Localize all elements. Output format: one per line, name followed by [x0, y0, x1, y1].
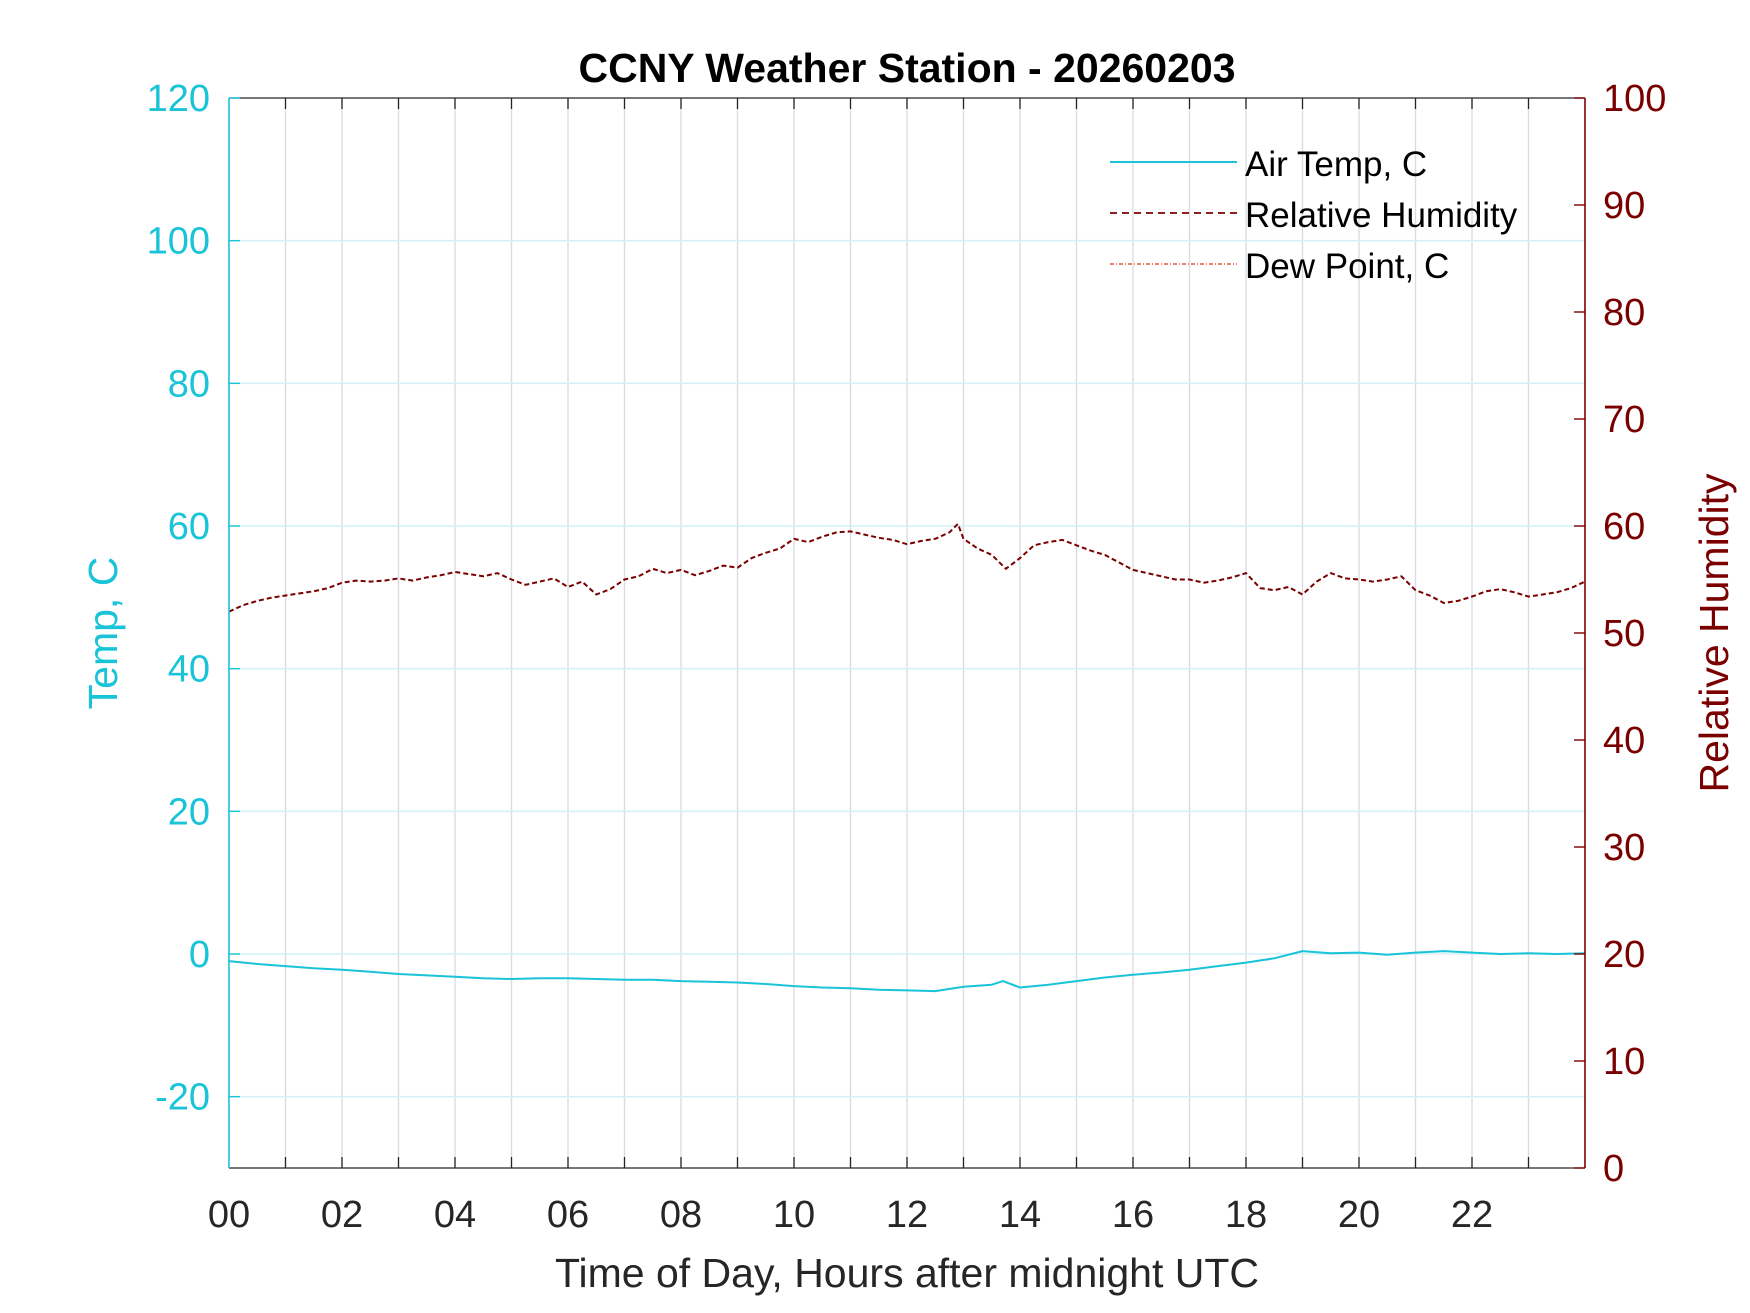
- left-y-tick-label: 80: [168, 363, 210, 405]
- grid-lines: [229, 98, 1585, 1168]
- x-tick-label: 08: [660, 1194, 702, 1236]
- x-tick-label: 00: [208, 1194, 250, 1236]
- legend-label-humidity: Relative Humidity: [1245, 196, 1518, 235]
- left-y-tick-label: 20: [168, 791, 210, 833]
- legend-label-dewpoint: Dew Point, C: [1245, 247, 1449, 286]
- x-tick-label: 12: [886, 1194, 928, 1236]
- x-tick-label: 04: [434, 1194, 476, 1236]
- right-y-tick-label: 70: [1603, 399, 1645, 441]
- right-y-tick-label: 0: [1603, 1148, 1624, 1190]
- right-y-tick-label: 100: [1603, 78, 1666, 120]
- right-y-tick-label: 40: [1603, 720, 1645, 762]
- series-line-relative-humidity: [228, 522, 1586, 613]
- legend-label-temp: Air Temp, C: [1245, 145, 1427, 184]
- right-y-tick-label: 30: [1603, 827, 1645, 869]
- left-y-tick-label: 60: [168, 506, 210, 548]
- chart-title: CCNY Weather Station - 20260203: [578, 45, 1235, 91]
- left-y-tick-label: 120: [147, 78, 210, 120]
- x-tick-label: 14: [999, 1194, 1041, 1236]
- axis-ticks: 00 02 04 06 08 10 12 14 16 18 20 22-200204060801001…: [147, 78, 1667, 1236]
- x-tick-label: 16: [1112, 1194, 1154, 1236]
- left-y-tick-label: 40: [168, 649, 210, 691]
- x-tick-label: 02: [321, 1194, 363, 1236]
- right-y-tick-label: 60: [1603, 506, 1645, 548]
- x-tick-label: 18: [1225, 1194, 1267, 1236]
- x-tick-label: 06: [547, 1194, 589, 1236]
- left-y-tick-label: -20: [155, 1077, 210, 1119]
- left-y-tick-label: 100: [147, 221, 210, 263]
- x-tick-label: 20: [1338, 1194, 1380, 1236]
- left-y-axis-label: Temp, C: [80, 557, 126, 710]
- series-lines: [228, 522, 1586, 993]
- x-axis-label: Time of Day, Hours after midnight UTC: [555, 1250, 1259, 1296]
- right-y-tick-label: 10: [1603, 1041, 1645, 1083]
- right-y-tick-label: 50: [1603, 613, 1645, 655]
- series-line-air-temp-c: [228, 950, 1586, 993]
- right-y-tick-label: 90: [1603, 185, 1645, 227]
- right-y-tick-label: 20: [1603, 934, 1645, 976]
- x-tick-label: 22: [1451, 1194, 1493, 1236]
- legend: Air Temp, C Relative Humidity Dew Point,…: [1110, 145, 1518, 286]
- x-tick-label: 10: [773, 1194, 815, 1236]
- left-y-tick-label: 0: [189, 934, 210, 976]
- right-y-tick-label: 80: [1603, 292, 1645, 334]
- right-y-axis-label: Relative Humidity: [1691, 473, 1737, 792]
